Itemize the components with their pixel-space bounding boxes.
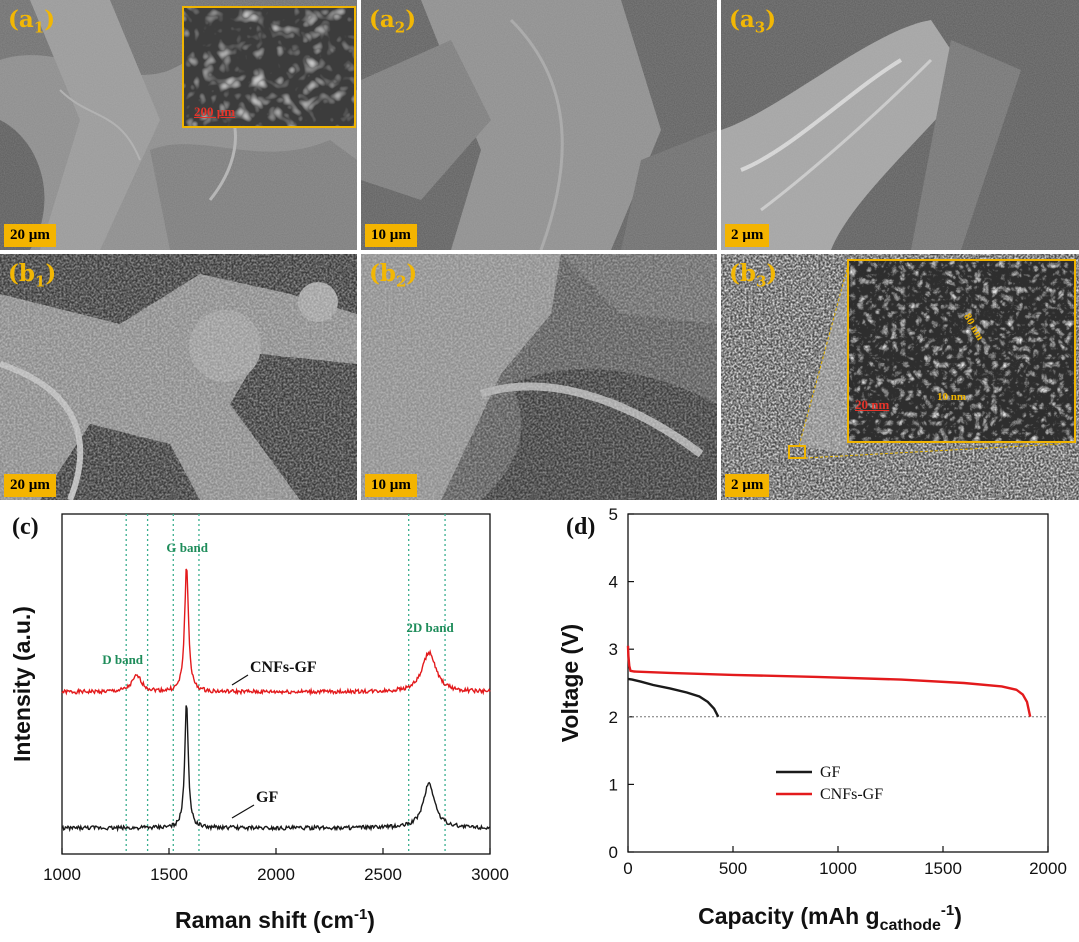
x-tick-label: 2000 bbox=[1029, 859, 1067, 878]
raman-chart: 1000 1500 2000 2500 3000 (c) Intensity (a.u.… bbox=[9, 513, 509, 933]
legend-label: CNFs-GF bbox=[820, 786, 883, 803]
sem-panel-a2: (a2) 10 µm bbox=[361, 0, 717, 250]
raman-series-cnfs-gf bbox=[61, 568, 491, 697]
sem-inset-b3: 80 nm 10 nm 20 nm bbox=[847, 259, 1076, 443]
panel-label-b2: (b2) bbox=[369, 260, 418, 291]
x-tick-label: 2000 bbox=[257, 865, 295, 884]
y-tick-label: 0 bbox=[609, 843, 618, 862]
sem-image-b1 bbox=[0, 254, 357, 500]
sem-image-a3 bbox=[721, 0, 1079, 250]
y-tick-label: 1 bbox=[609, 775, 618, 794]
panel-label-a3: (a3) bbox=[729, 6, 777, 37]
sem-panel-a1: 200 µm (a1) 20 µm bbox=[0, 0, 357, 250]
band-annotation: 2D band bbox=[406, 620, 454, 635]
scale-bar-a2: 10 µm bbox=[365, 224, 417, 247]
inset-note-b3-10nm: 10 nm bbox=[937, 391, 967, 403]
scale-bar-b3: 2 µm bbox=[725, 474, 770, 497]
voltage-chart: 0 500 1000 1500 2000 0 1 2 3 4 5 (d) Voltage (V) C… bbox=[557, 505, 1067, 934]
sem-panel-b2: (b2) 10 µm bbox=[361, 254, 717, 500]
panel-label-a2: (a2) bbox=[369, 6, 417, 37]
voltage-series-cnfs-gf bbox=[626, 645, 1032, 718]
scale-bar-a3: 2 µm bbox=[725, 224, 770, 247]
sem-panel-a3: (a3) 2 µm bbox=[721, 0, 1079, 250]
sem-image-b2 bbox=[361, 254, 717, 500]
band-annotation: D band bbox=[102, 652, 144, 667]
chart-c-xlabel: Raman shift (cm-1) bbox=[175, 906, 375, 933]
band-annotation: G band bbox=[166, 540, 208, 555]
y-tick-label: 3 bbox=[609, 640, 618, 659]
arrow-gf bbox=[231, 804, 255, 819]
x-tick-label: 1000 bbox=[819, 859, 857, 878]
voltage-series-gf bbox=[627, 677, 720, 718]
x-tick-label: 1500 bbox=[150, 865, 188, 884]
x-tick-label: 0 bbox=[623, 859, 632, 878]
chart-c-panel-label: (c) bbox=[12, 514, 39, 540]
scale-bar-b1: 20 µm bbox=[4, 474, 56, 497]
chart-d-ylabel: Voltage (V) bbox=[557, 624, 583, 742]
series-label-cnfs-gf: CNFs-GF bbox=[250, 659, 317, 676]
sem-image-a2 bbox=[361, 0, 717, 250]
chart-d-xlabel: Capacity (mAh gcathode-1) bbox=[698, 902, 962, 934]
inset-scale-b3: 20 nm bbox=[855, 397, 890, 412]
chart-d-panel-label: (d) bbox=[566, 514, 595, 540]
raman-series-gf bbox=[61, 705, 491, 833]
sem-panel-b3: 80 nm 10 nm 20 nm (b3) 2 µm bbox=[721, 254, 1079, 500]
panel-label-b1: (b1) bbox=[8, 260, 57, 291]
legend-label: GF bbox=[820, 764, 841, 781]
y-tick-label: 5 bbox=[609, 505, 618, 524]
x-tick-label: 2500 bbox=[364, 865, 402, 884]
panel-label-a1: (a1) bbox=[8, 6, 56, 37]
x-tick-label: 3000 bbox=[471, 865, 509, 884]
y-tick-label: 4 bbox=[609, 573, 618, 592]
y-tick-label: 2 bbox=[609, 708, 618, 727]
arrow-cnfs-gf bbox=[231, 674, 249, 686]
x-tick-label: 500 bbox=[719, 859, 747, 878]
scale-bar-a1: 20 µm bbox=[4, 224, 56, 247]
sem-panel-b1: (b1) 20 µm bbox=[0, 254, 357, 500]
sem-inset-a1: 200 µm bbox=[182, 6, 356, 128]
chart-c-ylabel: Intensity (a.u.) bbox=[9, 606, 35, 762]
x-tick-label: 1500 bbox=[924, 859, 962, 878]
panel-label-b3: (b3) bbox=[729, 260, 778, 291]
x-tick-label: 1000 bbox=[43, 865, 81, 884]
inset-scale-a1: 200 µm bbox=[194, 104, 236, 119]
scale-bar-b2: 10 µm bbox=[365, 474, 417, 497]
series-label-gf: GF bbox=[256, 789, 278, 806]
